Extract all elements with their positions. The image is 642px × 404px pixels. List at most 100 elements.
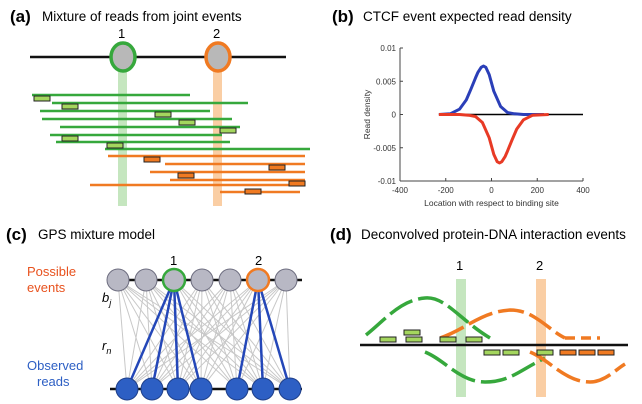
gps-mixture-graph <box>106 267 302 401</box>
read-marker <box>268 164 286 171</box>
r-n-label: rn <box>102 338 111 356</box>
read-marker <box>403 329 421 336</box>
event-node <box>274 268 298 292</box>
read-marker <box>244 188 262 195</box>
strong-edge-event-2 <box>235 279 260 390</box>
event-1-label: 1 <box>170 253 177 268</box>
read-marker <box>178 119 196 126</box>
weak-edge <box>126 279 147 390</box>
read-node <box>140 377 164 401</box>
read-node <box>278 377 302 401</box>
panel-d: (d) Deconvolved protein-DNA interaction … <box>330 225 628 397</box>
read-node <box>166 377 190 401</box>
weak-edge <box>117 279 179 390</box>
weak-edge <box>200 279 203 390</box>
reverse-strand-line <box>438 113 549 165</box>
read-marker <box>405 336 423 343</box>
event-2-label: 2 <box>213 26 220 41</box>
read-marker <box>177 172 195 179</box>
event-node <box>218 268 242 292</box>
panel-c-letter: (c) <box>6 225 27 244</box>
read-markers <box>379 329 615 356</box>
strong-edge-event-1 <box>172 279 203 390</box>
event-node <box>134 268 158 292</box>
event-2-forward-density <box>439 308 566 340</box>
x-axis-label: Location with respect to binding site <box>424 198 559 208</box>
event-node <box>106 268 130 292</box>
read-marker <box>143 156 161 163</box>
weak-edge <box>117 279 128 390</box>
read-marker <box>61 135 79 142</box>
event-1-label: 1 <box>118 26 125 41</box>
y-tick-label: 0 <box>392 111 397 120</box>
density-chart: -400 -200 0 200 400 0.01 0.005 0 -0.005 -0.01 Loca… <box>362 44 590 208</box>
observed-reads-label-2: reads <box>37 374 70 389</box>
y-tick-label: 0.005 <box>376 77 397 86</box>
panel-a-letter: (a) <box>10 7 31 26</box>
event-node <box>245 267 271 293</box>
read-marker <box>536 349 554 356</box>
read-marker <box>379 336 397 343</box>
read-node <box>115 377 139 401</box>
x-tick-label: 200 <box>531 186 545 195</box>
event-1-band <box>456 279 466 397</box>
weak-edge <box>126 279 203 390</box>
event-1-label: 1 <box>456 258 463 273</box>
forward-strand-line <box>438 64 545 116</box>
read-marker <box>597 349 615 356</box>
x-tick-label: 0 <box>489 186 494 195</box>
strong-edge-event-1 <box>150 279 176 390</box>
panel-b: (b) CTCF event expected read density -40… <box>332 7 590 208</box>
weak-edge <box>229 279 238 390</box>
event-2-band <box>536 279 546 397</box>
read-marker <box>483 349 501 356</box>
weak-edge <box>126 279 259 390</box>
read-marker <box>288 180 306 187</box>
panel-c: (c) GPS mixture model 1 2 Possible event… <box>6 225 302 401</box>
weak-edge <box>151 279 259 390</box>
panel-d-title: Deconvolved protein-DNA interaction even… <box>361 227 626 242</box>
event-node <box>161 267 187 293</box>
panel-a-title: Mixture of reads from joint events <box>42 9 242 24</box>
read-marker <box>465 336 483 343</box>
event-2-reverse-density <box>529 350 626 384</box>
weak-edge <box>145 279 153 390</box>
read-marker <box>578 349 596 356</box>
event-1-forward-density <box>364 296 491 340</box>
panel-c-title: GPS mixture model <box>38 227 155 242</box>
event-1-reverse-density <box>424 350 546 384</box>
y-tick-label: -0.01 <box>378 177 397 186</box>
weak-edge <box>177 279 231 390</box>
event-2-node <box>204 41 232 73</box>
read-marker <box>154 111 172 118</box>
read-start-markers <box>33 95 306 195</box>
x-tick-label: -400 <box>392 186 409 195</box>
b-j-label: bj <box>102 290 112 308</box>
strong-edge-event-1 <box>172 279 180 390</box>
observed-reads-label: Observed <box>27 358 83 373</box>
y-tick-label: -0.005 <box>373 144 396 153</box>
event-1-reads <box>32 93 310 151</box>
weak-edge <box>285 279 291 390</box>
read-marker <box>559 349 577 356</box>
y-axis-label: Read density <box>362 89 372 139</box>
read-node <box>225 377 249 401</box>
event-1-node <box>109 41 137 73</box>
panel-a: (a) Mixture of reads from joint events 1… <box>10 7 310 206</box>
panel-b-title: CTCF event expected read density <box>363 9 572 24</box>
strong-edge-event-2 <box>256 279 292 390</box>
weak-edge <box>200 279 259 390</box>
weak-edge <box>151 279 231 390</box>
read-marker <box>502 349 520 356</box>
weak-edge <box>177 279 203 390</box>
panel-d-letter: (d) <box>330 225 352 244</box>
read-marker <box>219 127 237 134</box>
event-2-label: 2 <box>536 258 543 273</box>
read-marker <box>439 336 457 343</box>
read-marker <box>33 95 51 102</box>
weak-edge <box>177 279 259 390</box>
event-2-label: 2 <box>255 253 262 268</box>
x-tick-label: -200 <box>438 186 455 195</box>
possible-events-label-2: events <box>27 280 66 295</box>
